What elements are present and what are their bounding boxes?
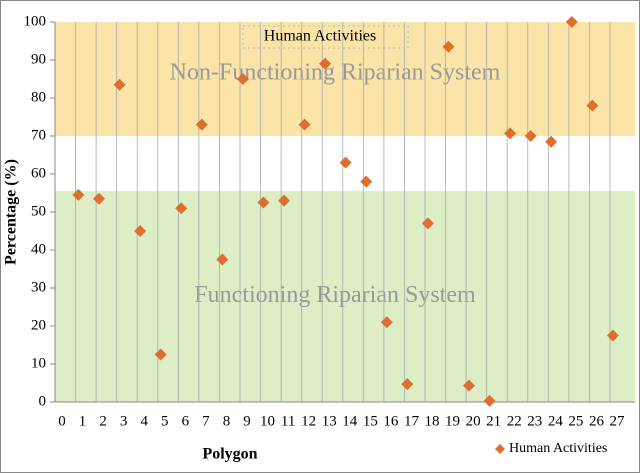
region — [55, 22, 635, 136]
y-tick-label: 20 — [31, 317, 46, 333]
title-box — [242, 25, 409, 49]
point — [339, 156, 352, 169]
point — [298, 118, 311, 131]
point — [380, 316, 393, 329]
point — [545, 135, 558, 148]
y-tick-label: 100 — [24, 13, 47, 29]
point — [278, 194, 290, 207]
y-tick-label: 50 — [31, 203, 46, 219]
chart-title: Human Activities — [264, 28, 376, 45]
x-tick-label: 16 — [383, 413, 399, 429]
y-tick-label: 60 — [31, 165, 46, 181]
x-tick-label: 19 — [445, 413, 460, 429]
x-tick-label: 15 — [363, 413, 378, 429]
point — [463, 379, 475, 392]
point — [442, 40, 455, 53]
x-tick-label: 24 — [548, 413, 564, 429]
point — [606, 329, 619, 342]
y-tick-label: 80 — [31, 89, 46, 105]
x-tick-label: 2 — [99, 413, 107, 429]
point — [360, 175, 373, 188]
point — [586, 99, 599, 112]
point — [421, 217, 434, 230]
x-tick-label: 17 — [404, 413, 420, 429]
x-tick-label: 11 — [281, 413, 295, 429]
x-tick-label: 1 — [79, 413, 87, 429]
y-tick-label: 0 — [39, 393, 47, 409]
x-tick-label: 18 — [425, 413, 440, 429]
point — [216, 253, 229, 266]
region-label: Functioning Riparian System — [194, 282, 476, 308]
y-tick-label: 90 — [31, 51, 46, 67]
x-tick-label: 4 — [140, 413, 148, 429]
point — [257, 196, 270, 209]
y-tick-label: 40 — [31, 241, 46, 257]
x-tick-label: 25 — [568, 413, 583, 429]
x-tick-label: 13 — [322, 413, 337, 429]
y-tick-label: 30 — [31, 279, 46, 295]
x-tick-label: 26 — [589, 413, 605, 429]
point — [175, 202, 188, 215]
x-tick-label: 20 — [466, 413, 481, 429]
point — [113, 78, 126, 91]
y-tick-label: 70 — [31, 127, 46, 143]
x-tick-label: 7 — [202, 413, 210, 429]
x-tick-label: 3 — [120, 413, 128, 429]
point — [319, 57, 332, 70]
x-tick-label: 6 — [182, 413, 190, 429]
x-tick-label: 14 — [342, 413, 358, 429]
point — [483, 394, 496, 407]
point — [134, 225, 147, 237]
y-tick-label: 10 — [31, 355, 46, 371]
point — [72, 188, 85, 201]
x-tick-label: 21 — [486, 413, 501, 429]
x-tick-label: 23 — [527, 413, 542, 429]
x-tick-label: 22 — [507, 413, 522, 429]
x-tick-label: 0 — [58, 413, 66, 429]
x-tick-label: 27 — [610, 413, 626, 429]
x-tick-label: 5 — [161, 413, 169, 429]
x-tick-label: 12 — [301, 413, 316, 429]
region — [55, 191, 635, 402]
x-tick-label: 9 — [243, 413, 251, 429]
x-axis-label: Polygon — [202, 446, 257, 463]
point — [236, 73, 249, 85]
x-tick-label: 10 — [260, 413, 275, 429]
point — [401, 378, 414, 391]
point — [195, 118, 208, 131]
legend-marker — [495, 444, 505, 454]
point — [565, 16, 578, 28]
point — [154, 348, 167, 361]
point — [524, 130, 537, 142]
y-axis-label: Percentage (%) — [3, 159, 20, 265]
point — [93, 192, 105, 205]
legend-label: Human Activities — [509, 441, 607, 456]
point — [504, 127, 517, 140]
x-tick-label: 8 — [223, 413, 231, 429]
